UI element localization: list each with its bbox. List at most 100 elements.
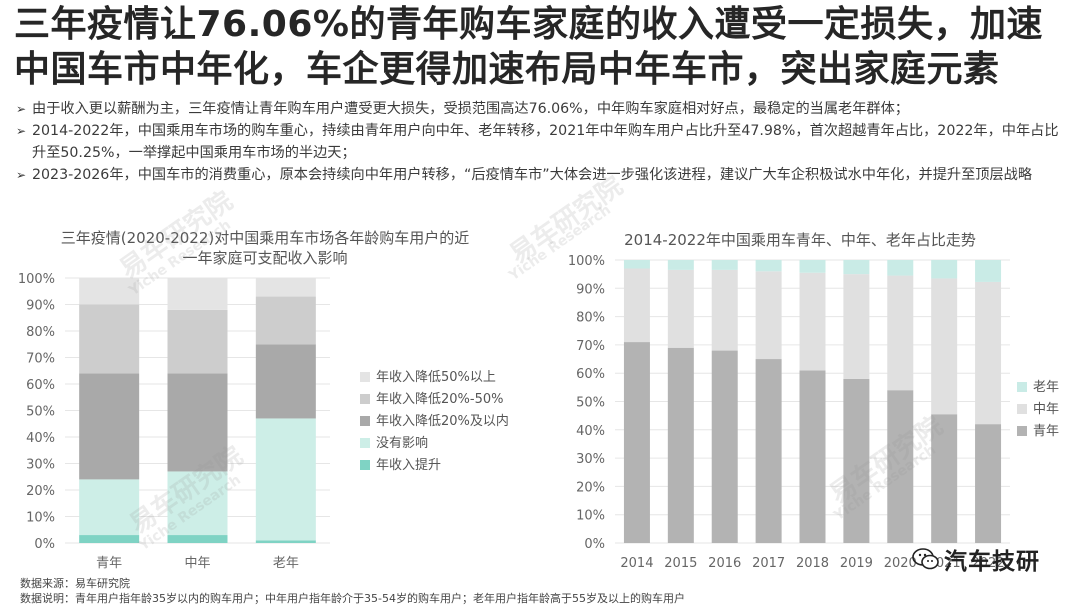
chart-2-bar-segment [667,260,694,270]
chart-1-legend-label: 年收入提升 [376,457,441,473]
chart-1-y-tick: 0% [34,537,55,552]
chart-1-bar-segment [255,418,316,541]
chart-2-y-tick: 100% [568,254,605,269]
chart-1-x-tick: 老年 [273,556,299,571]
chart-1-bar-segment [167,278,228,310]
chart-2-x-tick: 2022 [972,556,1005,567]
chart-1-y-tick: 80% [26,325,55,340]
chart-1-y-tick: 20% [26,484,55,499]
chart-1-bar-segment [255,278,316,297]
chart-2-legend-label: 中年 [1033,402,1059,417]
data-note: 数据说明：青年用户指年龄35岁以内的购车用户；中年用户指年龄介于35-54岁的购… [20,592,685,605]
chart-2-x-tick: 2014 [620,556,653,567]
chart-2-x-tick: 2020 [884,556,917,567]
chart-2-bar-segment [843,274,870,379]
chart-2-x-tick: 2018 [796,556,829,567]
chart-1-x-tick: 青年 [96,556,122,571]
page-title: 三年疫情让76.06%的青年购车家庭的收入遭受一定损失，加速中国车市中年化，车企… [14,4,1043,90]
chart-1-x-tick: 中年 [184,556,210,571]
chart-1-bar-segment [167,535,228,543]
chart-2-bar-segment [755,271,782,360]
chart-2-bar-segment [711,350,738,543]
chart-1-bar-segment [79,535,140,543]
data-source: 数据来源：易车研究院 [20,577,130,590]
chart-1-legend-swatch [360,394,370,404]
chart-2-bar-segment [623,260,650,269]
chart-1-bar-segment [255,540,316,543]
chart-2-x-tick: 2015 [664,556,697,567]
chart-2-bar-segment [887,275,914,391]
chart-2-bar-segment [623,268,650,343]
chart-1-y-tick: 100% [18,272,55,287]
chart-1-legend-label: 没有影响 [376,435,428,451]
chart-1-y-tick: 70% [26,352,55,367]
chart-2-bar-segment [975,424,1002,543]
chart-2-y-tick: 30% [576,452,605,467]
chart-2-bar-segment [623,342,650,543]
chart-2-bar-segment [931,414,958,543]
chart-2-bar-segment [667,269,694,348]
bullet-3: 2023-2026年，中国车市的消费重心，原本会持续向中年用户转移，“后疫情车市… [16,164,1072,186]
chart-2-y-tick: 0% [584,537,605,552]
chart-2-bar-segment [931,260,958,279]
chart-2-bar-segment [843,260,870,275]
chart-1-y-tick: 60% [26,378,55,393]
chart-1-legend-swatch [360,460,370,470]
chart-2-x-tick: 2016 [708,556,741,567]
chart-2-bar-segment [975,260,1002,282]
chart-2-legend-swatch [1017,426,1027,436]
chart-1-bar-segment [79,304,140,374]
chart-1-y-tick: 90% [26,299,55,314]
chart-1-bar-segment [79,278,140,305]
chart-1-legend-label: 年收入降低20%-50% [376,392,503,407]
chart-2-legend-label: 老年 [1033,380,1059,395]
chart-2-title: 2014-2022年中国乘用车青年、中年、老年占比走势 [624,231,976,249]
chart-2-legend-swatch [1017,404,1027,414]
chart-1-legend-label: 年收入降低20%及以内 [376,413,509,429]
chart-2-bar-segment [667,347,694,543]
chart-2-x-tick: 2019 [840,556,873,567]
chart-2-y-tick: 20% [576,480,605,495]
chart-1-y-tick: 10% [26,511,55,526]
bullet-list: 由于收入更以薪酬为主，三年疫情让青年购车用户遭受更大损失，受损范围高达76.06… [16,98,1072,186]
chart-2-age-share-trend: 0% 10% 20% 30% 40% 50% 60% 70% 80% 90% 100% 2014 201… [568,254,1059,567]
chart-1-y-tick: 50% [26,405,55,420]
chart-1-y-tick: 30% [26,458,55,473]
chart-1-bar-segment [167,309,228,374]
chart-2-bar-segment [887,260,914,276]
chart-1-title: 三年疫情(2020-2022)对中国乘用车市场各年龄购车用户的近一年家庭可支配收… [60,229,470,267]
chart-2-bar-segment [887,390,914,543]
chart-2-bar-segment [931,278,958,415]
chart-2-y-tick: 70% [576,339,605,354]
chart-1-bar-segment [167,471,228,536]
brand-watermark: 汽车技研 [912,542,1040,576]
chart-1-bar-segment [167,373,228,472]
chart-2-legend-label: 青年 [1033,424,1059,439]
chart-2-y-tick: 90% [576,282,605,297]
chart-1-legend-swatch [360,372,370,382]
chart-1-legend-label: 年收入降低50%以上 [376,370,496,385]
chart-1-bar-segment [79,479,140,536]
chart-2-y-tick: 50% [576,396,605,411]
chart-1-income-impact: 0% 10% 20% 30% 40% 50% 60% 70% 80% 90% 100% 青年 中年 老年 年… [18,272,509,571]
bullet-2: 2014-2022年，中国乘用车市场的购车重心，持续由青年用户向中年、老年转移，… [16,120,1072,164]
chart-2-x-tick: 2017 [752,556,785,567]
chart-2-y-tick: 10% [576,509,605,524]
chart-2-bar-segment [711,269,738,351]
chart-1-legend-swatch [360,416,370,426]
chart-2-bar-segment [799,260,826,273]
chart-2-y-tick: 60% [576,367,605,382]
chart-2-bar-segment [755,359,782,543]
chart-1-bar-segment [255,296,316,345]
chart-1-y-tick: 40% [26,431,55,446]
chart-2-y-tick: 40% [576,424,605,439]
chart-2-legend-swatch [1017,382,1027,392]
chart-2-bar-segment [975,281,1002,425]
chart-2-bar-segment [799,370,826,543]
chart-2-x-tick: 2021 [928,556,961,567]
chart-1-bar-segment [79,373,140,480]
chart-2-bar-segment [843,378,870,543]
chart-1-bar-segment [255,344,316,419]
brand-text: 汽车技研 [944,549,1040,575]
bullet-1: 由于收入更以薪酬为主，三年疫情让青年购车用户遭受更大损失，受损范围高达76.06… [16,98,1072,120]
